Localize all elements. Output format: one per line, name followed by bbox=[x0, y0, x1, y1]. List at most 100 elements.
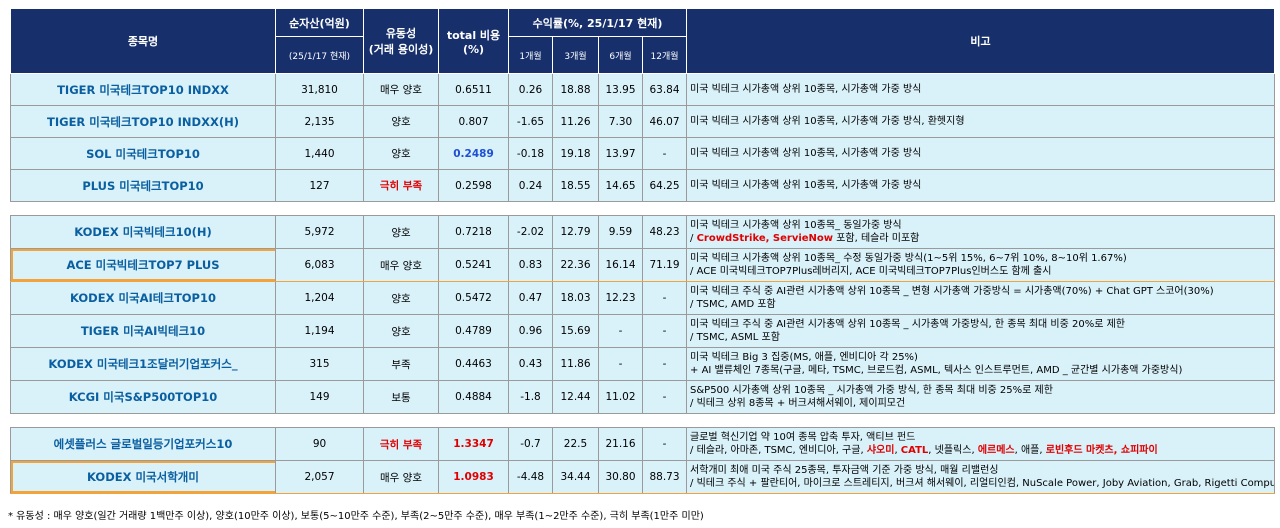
return-1m-cell: 0.47 bbox=[508, 281, 553, 315]
liquidity-cell: 매우 양호 bbox=[363, 248, 439, 282]
note-line-1: 미국 빅테크 시가총액 상위 10종목_ 동일가중 방식 bbox=[690, 220, 902, 231]
return-3m-cell: 11.86 bbox=[552, 347, 599, 381]
header-liquidity-title: 유동성 bbox=[385, 27, 417, 40]
header-return-3m: 3개월 bbox=[552, 36, 599, 74]
note-line-1: 글로벌 혁신기업 약 10여 종목 압축 투자, 액티브 펀드 bbox=[690, 432, 916, 443]
etf-name: SOL 미국테크TOP10 bbox=[10, 137, 276, 170]
return-3m-cell: 34.44 bbox=[552, 460, 599, 494]
return-12m-cell: - bbox=[641, 281, 688, 315]
note-highlight: 로빈후드 마켓츠, 쇼피파이 bbox=[1045, 445, 1158, 456]
aum-cell: 1,440 bbox=[275, 137, 364, 170]
group-spacer bbox=[10, 201, 1275, 216]
table-row: PLUS 미국테크TOP10 127 극히 부족 0.2598 0.24 18.… bbox=[10, 169, 1276, 202]
header-note: 비고 bbox=[686, 8, 1276, 74]
note-cell: 미국 빅테크 시가총액 상위 10종목_ 수정 동일가중 방식(1~5위 15%… bbox=[686, 248, 1276, 282]
liquidity-cell: 양호 bbox=[363, 105, 439, 138]
note-text: , 애플, bbox=[1014, 445, 1046, 456]
return-12m-cell: 88.73 bbox=[641, 460, 688, 494]
return-1m-cell: 0.26 bbox=[508, 73, 553, 106]
liquidity-cell: 부족 bbox=[363, 347, 439, 381]
return-1m-cell: -1.8 bbox=[508, 380, 553, 414]
note-line-2: / ACE 미국빅테크TOP7Plus레버리지, ACE 미국빅테크TOP7Pl… bbox=[690, 266, 1052, 277]
header-returns: 수익률(%, 25/1/17 현재) bbox=[507, 8, 688, 37]
cost-cell: 0.2598 bbox=[438, 169, 509, 202]
note-cell: 글로벌 혁신기업 약 10여 종목 압축 투자, 액티브 펀드 / 테슬라, 아… bbox=[686, 427, 1276, 461]
note-line-1: S&P500 시가총액 상위 10종목 _ 시가총액 가중 방식, 한 종목 최… bbox=[690, 385, 1053, 396]
liquidity-footnote: * 유동성 : 매우 양호(일간 거래량 1백만주 이상), 양호(10만주 이… bbox=[8, 511, 704, 522]
note-text: , bbox=[894, 445, 901, 456]
etf-name: TIGER 미국테크TOP10 INDXX(H) bbox=[10, 105, 276, 138]
return-12m-cell: - bbox=[641, 427, 688, 461]
aum-cell: 5,972 bbox=[275, 215, 364, 249]
etf-name: KODEX 미국빅테크10(H) bbox=[10, 215, 276, 249]
note-cell: 미국 빅테크 시가총액 상위 10종목, 시가총액 가중 방식, 환헷지형 bbox=[686, 105, 1276, 138]
note-line-2: + AI 밸류체인 7종목(구글, 메타, TSMC, 브로드컴, ASML, … bbox=[690, 365, 1183, 376]
table-row: KCGI 미국S&P500TOP10 149 보통 0.4884 -1.8 12… bbox=[10, 380, 1276, 414]
header-liquidity-sub: (거래 용이성) bbox=[368, 43, 434, 56]
note-text: / bbox=[690, 233, 697, 244]
note-cell: 미국 빅테크 Big 3 집중(MS, 애플, 엔비디아 각 25%) + AI… bbox=[686, 347, 1276, 381]
return-6m-cell: 14.65 bbox=[598, 169, 643, 202]
return-6m-cell: 11.02 bbox=[598, 380, 643, 414]
liquidity-cell: 매우 양호 bbox=[363, 73, 439, 106]
table-row-highlighted: KODEX 미국서학개미 2,057 매우 양호 1.0983 -4.48 34… bbox=[10, 460, 1276, 494]
note-line-2: / TSMC, AMD 포함 bbox=[690, 299, 776, 310]
note-cell: 미국 빅테크 시가총액 상위 10종목, 시가총액 가중 방식 bbox=[686, 137, 1276, 170]
header-name: 종목명 bbox=[10, 8, 276, 74]
return-3m-cell: 12.79 bbox=[552, 215, 599, 249]
table-row: TIGER 미국AI빅테크10 1,194 양호 0.4789 0.96 15.… bbox=[10, 314, 1276, 348]
return-3m-cell: 15.69 bbox=[552, 314, 599, 348]
return-1m-cell: -4.48 bbox=[508, 460, 553, 494]
note-text: , 넷플릭스, bbox=[928, 445, 978, 456]
etf-name: KODEX 미국테크1조달러기업포커스_ bbox=[10, 347, 276, 381]
note-cell: 미국 빅테크 주식 중 AI관련 시가총액 상위 10종목 _ 변형 시가총액 … bbox=[686, 281, 1276, 315]
note-highlight: CrowdStrike, ServieNow bbox=[696, 233, 834, 244]
return-1m-cell: -2.02 bbox=[508, 215, 553, 249]
etf-comparison-table: 종목명 순자산(억원) 유동성 (거래 용이성) total 비용 (%) 수익… bbox=[10, 8, 1276, 494]
return-6m-cell: 13.95 bbox=[598, 73, 643, 106]
note-line-1: 서학개미 최애 미국 주식 25종목, 투자금액 기준 가중 방식, 매월 리밸… bbox=[690, 465, 999, 476]
cost-cell-warning: 1.3347 bbox=[438, 427, 509, 461]
header-return-1m: 1개월 bbox=[508, 36, 553, 74]
cost-cell: 0.5241 bbox=[438, 248, 509, 282]
return-6m-cell: 13.97 bbox=[598, 137, 643, 170]
note-cell: 미국 빅테크 시가총액 상위 10종목_ 동일가중 방식 / CrowdStri… bbox=[686, 215, 1276, 249]
return-3m-cell: 18.03 bbox=[552, 281, 599, 315]
return-6m-cell: 30.80 bbox=[598, 460, 643, 494]
note-line-1: 미국 빅테크 주식 중 AI관련 시가총액 상위 10종목 _ 시가총액 가중방… bbox=[690, 319, 1125, 330]
return-6m-cell: - bbox=[598, 314, 643, 348]
aum-cell: 90 bbox=[275, 427, 364, 461]
return-1m-cell: 0.43 bbox=[508, 347, 553, 381]
note-highlight: 샤오미 bbox=[866, 445, 895, 456]
note-line-2: / TSMC, ASML 포함 bbox=[690, 332, 780, 343]
aum-cell: 1,204 bbox=[275, 281, 364, 315]
aum-cell: 1,194 bbox=[275, 314, 364, 348]
aum-cell: 6,083 bbox=[275, 248, 364, 282]
etf-name: KCGI 미국S&P500TOP10 bbox=[10, 380, 276, 414]
aum-cell: 315 bbox=[275, 347, 364, 381]
liquidity-cell: 양호 bbox=[363, 314, 439, 348]
return-1m-cell: 0.96 bbox=[508, 314, 553, 348]
return-3m-cell: 19.18 bbox=[552, 137, 599, 170]
note-line-1: 미국 빅테크 시가총액 상위 10종목_ 수정 동일가중 방식(1~5위 15%… bbox=[690, 253, 1127, 264]
cost-cell: 0.4463 bbox=[438, 347, 509, 381]
cost-cell: 0.5472 bbox=[438, 281, 509, 315]
return-6m-cell: 9.59 bbox=[598, 215, 643, 249]
note-line-2: / CrowdStrike, ServieNow 포함, 테슬라 미포함 bbox=[690, 232, 1274, 245]
aum-cell: 2,057 bbox=[275, 460, 364, 494]
etf-name: PLUS 미국테크TOP10 bbox=[10, 169, 276, 202]
return-3m-cell: 18.88 bbox=[552, 73, 599, 106]
table-row: KODEX 미국AI테크TOP10 1,204 양호 0.5472 0.47 1… bbox=[10, 281, 1276, 315]
cost-cell: 0.4884 bbox=[438, 380, 509, 414]
header-liquidity: 유동성 (거래 용이성) bbox=[363, 8, 439, 74]
header-return-12m: 12개월 bbox=[641, 36, 688, 74]
return-6m-cell: 7.30 bbox=[598, 105, 643, 138]
aum-cell: 127 bbox=[275, 169, 364, 202]
cost-cell-highlight: 0.2489 bbox=[438, 137, 509, 170]
note-line-2: / 빅테크 상위 8종목 + 버크셔해서웨이, 제이피모건 bbox=[690, 398, 906, 409]
return-3m-cell: 18.55 bbox=[552, 169, 599, 202]
etf-name: TIGER 미국AI빅테크10 bbox=[10, 314, 276, 348]
return-1m-cell: -0.18 bbox=[508, 137, 553, 170]
header-return-6m: 6개월 bbox=[598, 36, 643, 74]
liquidity-cell: 양호 bbox=[363, 137, 439, 170]
